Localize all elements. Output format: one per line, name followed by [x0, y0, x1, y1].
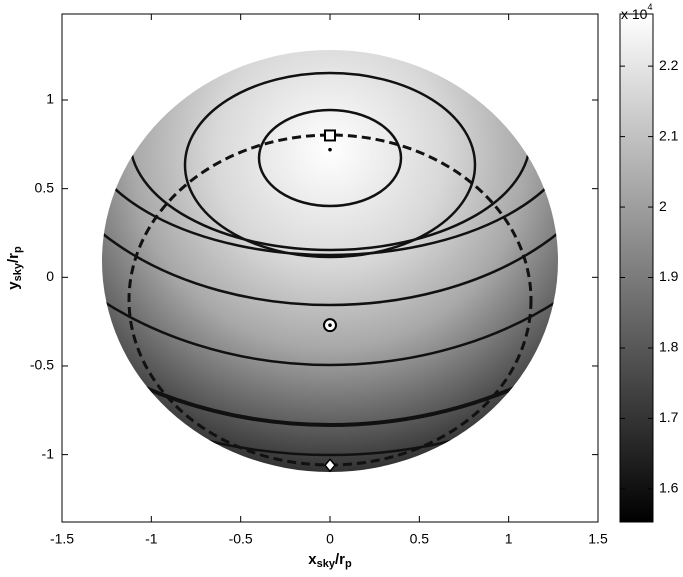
- marker-diamond: [324, 458, 336, 473]
- y-tick-label: 0.5: [35, 179, 55, 195]
- x-axis-label: xsky/rp: [308, 551, 352, 570]
- colorbar-tick-label: 2.2: [659, 57, 679, 73]
- contour: [102, 50, 558, 367]
- contour: [102, 50, 558, 257]
- label-main2: /r: [5, 253, 22, 263]
- colorbar-tick-label: 1.8: [659, 339, 679, 355]
- x-tick-label: 1: [505, 531, 513, 547]
- colorbar: [619, 13, 654, 523]
- x-tick-label: -1: [145, 531, 158, 547]
- marker-circle-center: [328, 323, 332, 327]
- contours: [102, 50, 558, 457]
- stellar-disc: [102, 50, 558, 472]
- label-sub2: p: [345, 558, 352, 570]
- colorbar-tick-label: 1.7: [659, 409, 679, 425]
- y-axis-label: ysky/rp: [5, 246, 24, 290]
- contour: [102, 50, 558, 307]
- colorbar-multiplier: x 104: [621, 2, 652, 21]
- x-tick-label: 1.5: [588, 531, 608, 547]
- marker-square: [324, 129, 336, 142]
- contour: [102, 50, 558, 427]
- x-tick-label: 0.5: [410, 531, 430, 547]
- multiplier-base: x 10: [621, 6, 648, 22]
- label-main: x: [308, 551, 317, 568]
- marker-dot: [328, 147, 332, 152]
- x-tick-label: -1.5: [50, 531, 74, 547]
- x-tick-label: 0: [326, 531, 334, 547]
- contour: [257, 108, 403, 208]
- y-tick-label: 1: [46, 91, 54, 107]
- label-sub: sky: [317, 558, 336, 570]
- contour: [102, 50, 558, 457]
- label-main: y: [5, 281, 22, 290]
- y-tick-label: -0.5: [30, 357, 54, 373]
- label-sub2: p: [12, 246, 24, 253]
- colorbar-tick-label: 1.6: [659, 480, 679, 496]
- contour: [183, 71, 477, 259]
- colorbar-tick-label: 1.9: [659, 268, 679, 284]
- x-tick-label: -0.5: [229, 531, 253, 547]
- y-tick-label: 0: [46, 268, 54, 284]
- colorbar-tick-label: 2: [659, 198, 667, 214]
- colorbar-tick-label: 2.1: [659, 127, 679, 143]
- y-tick-label: -1: [42, 445, 55, 461]
- label-sub: sky: [12, 262, 24, 281]
- multiplier-exponent: 4: [647, 2, 652, 12]
- label-main2: /r: [335, 551, 345, 568]
